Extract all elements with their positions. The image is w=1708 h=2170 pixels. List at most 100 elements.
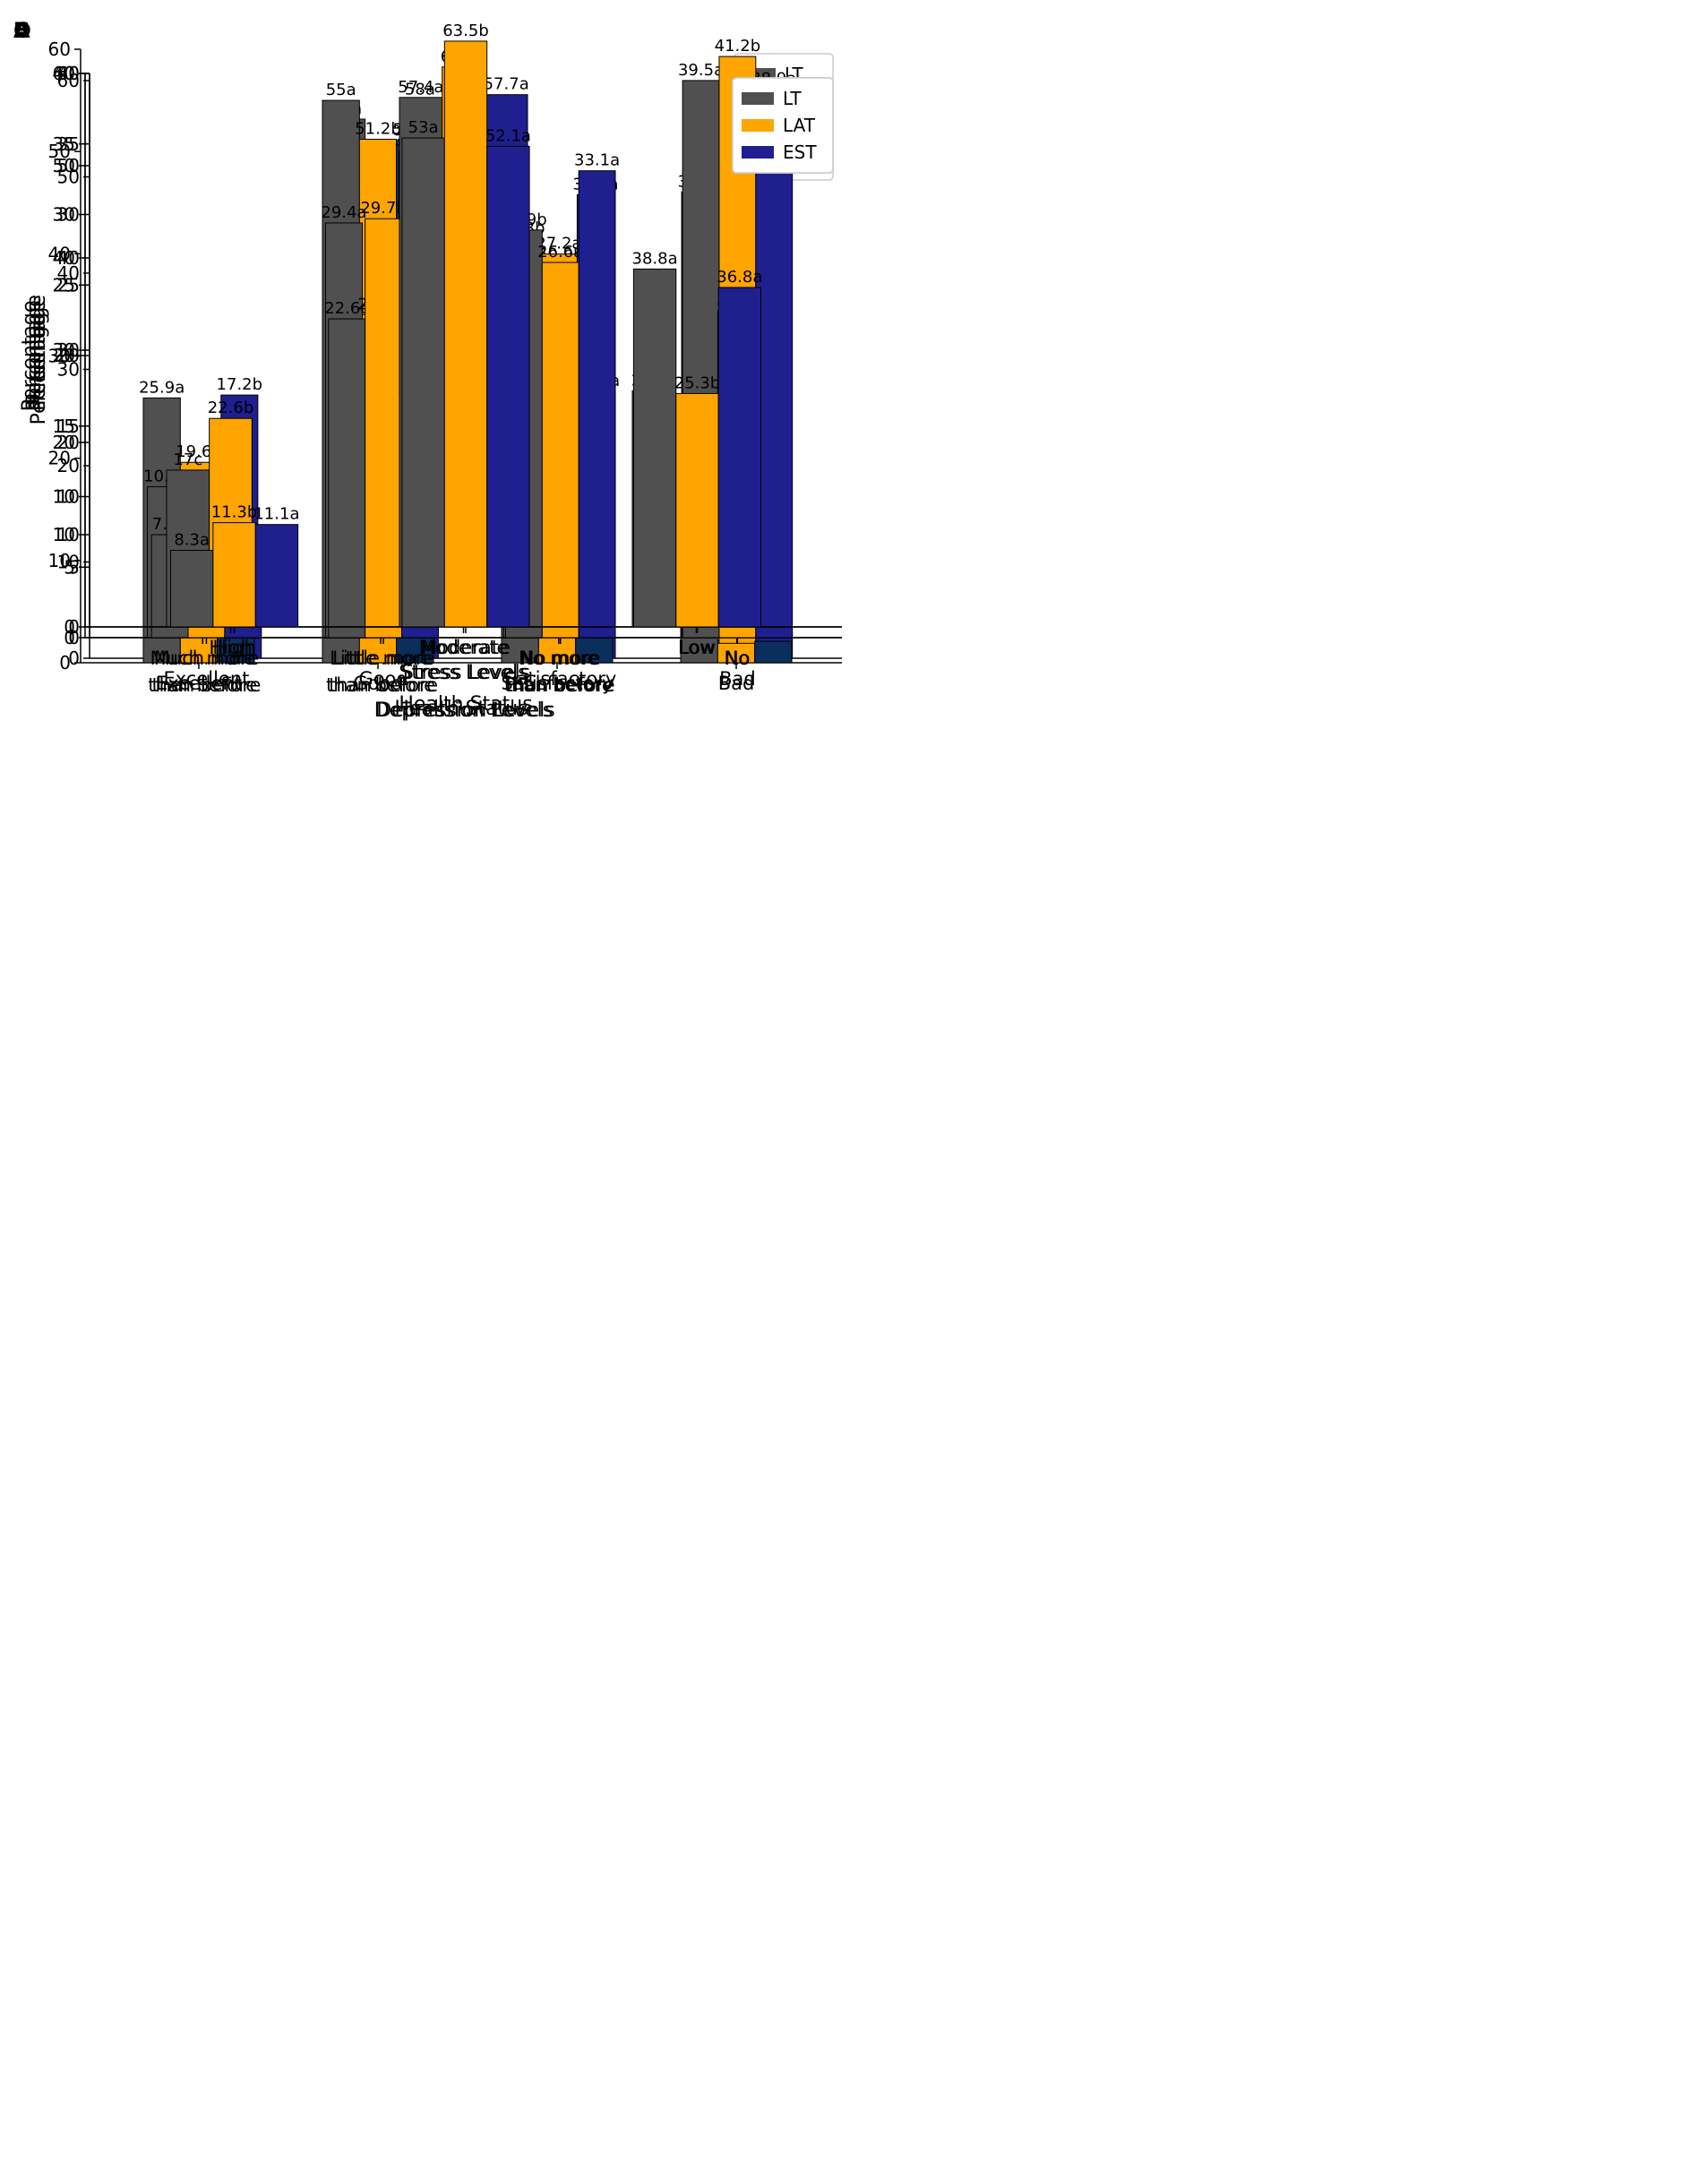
chart-b-data-label: 25.9a (139, 378, 185, 397)
chart-c-x-tick-label: Little more than before (326, 648, 435, 696)
chart-c-y-tick-label: 5 (64, 556, 75, 578)
chart-b-x-axis-label: Health Status (394, 698, 528, 720)
chart-e-x-tick-label: High (209, 637, 252, 658)
chart-d-bar-lat (541, 262, 579, 639)
chart-f-bar-est (486, 145, 530, 628)
chart-f-y-tick-label: 50 (57, 155, 80, 176)
chart-a-x-axis-label: Health Status (399, 693, 532, 716)
chart-c-y-tick-label: 25 (53, 274, 75, 296)
chart-a-x-tick-label: Good (358, 668, 408, 690)
chart-a-x-tick-label: Bad (719, 668, 756, 690)
chart-e-y-tick-label: 40 (53, 247, 75, 269)
chart-b-y-tick-label: 20 (48, 448, 71, 469)
chart-a-x-tick-label: Excellent (163, 668, 249, 690)
chart-c-y-tick-label: 15 (53, 416, 75, 437)
chart-a-data-label: 58a (405, 81, 435, 99)
chart-f-bar-lat (675, 392, 719, 628)
chart-f-data-label: 11.3b (211, 503, 258, 522)
chart-f-data-label: 63.5b (442, 21, 489, 40)
chart-d-y-tick-label: 30 (57, 204, 80, 226)
chart-f-bar-lt (632, 268, 677, 628)
chart-d-panel-letter: D (13, 18, 31, 43)
chart-d-y-tick-label: 5 (68, 556, 80, 578)
chart-b-data-label: 51.2b (355, 119, 401, 138)
chart-d-bar-est (578, 170, 616, 639)
chart-f-data-label: 36.8a (717, 268, 762, 287)
chart-d-x-tick-label: No (725, 648, 751, 669)
chart-d-y-tick-label: 0 (68, 627, 80, 648)
chart-f-data-label: 38.8a (632, 249, 678, 268)
chart-d-y-axis-label: Percentage (28, 300, 50, 411)
chart-a-y-tick-label: 60 (57, 70, 80, 91)
chart-b-y-tick-label: 10 (48, 550, 71, 571)
chart-f-panel-letter: F (13, 18, 28, 43)
chart-b-y-tick-label: 60 (48, 39, 71, 60)
chart-d-y-tick-label: 10 (57, 486, 80, 508)
chart-f-y-tick-label: 40 (57, 247, 80, 269)
chart-e-data-label: 57.4a (398, 78, 443, 97)
chart-f-bar-lt (401, 137, 445, 628)
chart-d-x-tick-label: No more than before (506, 648, 615, 696)
chart-e-panel-letter: E (13, 18, 28, 43)
chart-f-legend-label: EST (783, 142, 817, 163)
chart-f-y-tick-label: 10 (57, 524, 80, 545)
chart-e-data-label: 22.6b (208, 399, 254, 417)
chart-c-y-tick-label: 10 (53, 486, 75, 508)
chart-c-x-tick-label: No more than before (504, 648, 614, 696)
chart-e-x-axis-label: Stress Levels (399, 662, 528, 684)
chart-b-y-axis-label: Percentage (19, 301, 41, 412)
chart-c-data-label: 17.2b (217, 375, 263, 394)
chart-e-data-label: 57.7a (484, 75, 529, 94)
chart-a-y-tick-label: 40 (57, 262, 80, 284)
chart-f-y-axis-label: Percentage (28, 295, 50, 406)
chart-d-bar-lat (365, 218, 403, 639)
chart-e-y-tick-label: 60 (53, 63, 75, 84)
chart-b-y-tick-label: 30 (48, 346, 71, 367)
chart-d-x-tick-label: Much more than before (151, 648, 261, 696)
chart-f-data-label: 52.1a (485, 126, 531, 145)
chart-d-y-tick-label: 15 (57, 416, 80, 437)
chart-f-x-tick-label: Moderate (421, 637, 511, 658)
chart-b-bar-est (754, 640, 793, 664)
chart-e-y-tick-label: 10 (53, 524, 75, 545)
chart-f-legend-label: LT (783, 88, 802, 109)
chart-panel-f: F 0 10 20 30 40 50 60 Percentage High 8.3a 11.3b 11.… (0, 0, 848, 701)
chart-c-y-tick-label: 30 (53, 204, 75, 226)
chart-f-bar-lat (212, 522, 256, 628)
chart-e-y-tick-label: 30 (53, 339, 75, 361)
chart-f-y-tick-label: 30 (57, 339, 80, 361)
chart-a-panel-letter: A (13, 18, 30, 43)
chart-a-y-axis-label: Percentage (28, 314, 50, 425)
chart-d-y-tick-label: 40 (57, 63, 80, 84)
chart-b-y-tick-label: 40 (48, 243, 71, 264)
chart-d-data-label: 39.5a (678, 61, 724, 80)
chart-c-y-axis-label: Percentage (23, 300, 46, 411)
chart-e-y-axis-label: Percentage (23, 295, 46, 406)
chart-b-x-tick-label: Bad (718, 673, 755, 694)
chart-f-bar-est (254, 524, 299, 628)
chart-c-y-tick-label: 0 (64, 627, 75, 648)
chart-d-x-axis-label: Depression Levels (376, 699, 555, 722)
chart-f-y-tick-label: 60 (57, 63, 80, 84)
chart-f-data-label: 11.1a (253, 505, 299, 524)
chart-d-data-label: 41.2b (715, 37, 761, 56)
chart-e-y-tick-label: 20 (53, 432, 75, 453)
chart-a-y-tick-label: 10 (57, 552, 80, 573)
chart-f-bar-lt (169, 550, 214, 628)
chart-a-y-tick-label: 30 (57, 359, 80, 381)
chart-f-bar-est (717, 287, 762, 628)
chart-d-bar-est (755, 95, 794, 639)
chart-f-x-tick-label: Low (679, 637, 716, 658)
chart-a-y-tick-label: 0 (68, 648, 80, 669)
chart-c-data-label: 29.4a (321, 203, 366, 222)
chart-f-data-label: 8.3a (174, 531, 210, 550)
chart-d-data-label: 29.7b (360, 199, 407, 218)
chart-f-data-label: 53a (408, 118, 439, 137)
chart-c-panel-letter: C (13, 18, 30, 43)
chart-b-x-tick-label: Excellent (156, 673, 242, 694)
chart-d-bar-lt (328, 318, 366, 639)
chart-b-panel-letter: B (13, 18, 30, 43)
bar-chart-f: F0102030405060PercentageHigh8.3a11.3b11.… (13, 18, 842, 684)
chart-c-x-tick-label: Much more than before (148, 648, 257, 696)
chart-e-data-label: 17c (173, 450, 202, 469)
